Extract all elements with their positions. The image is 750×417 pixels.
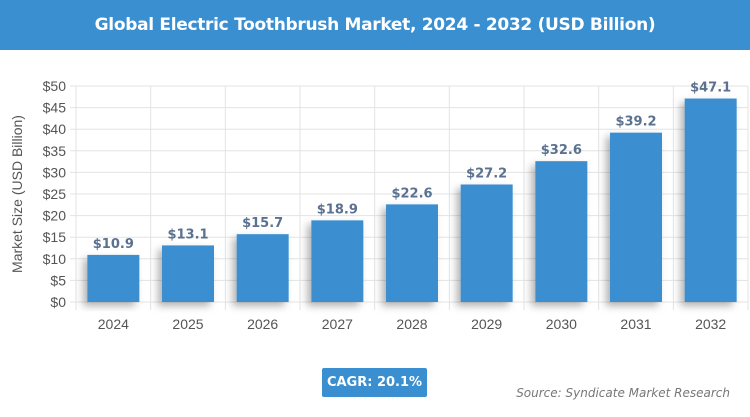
y-tick-label: $5 (50, 272, 66, 288)
bar (610, 132, 662, 302)
y-tick-label: $0 (50, 294, 66, 310)
data-label: $27.2 (466, 166, 507, 181)
bar (460, 184, 513, 302)
chart-title: Global Electric Toothbrush Market, 2024 … (0, 0, 750, 50)
data-label: $39.2 (615, 115, 656, 130)
data-label: $18.9 (317, 202, 358, 217)
bar (535, 161, 588, 302)
y-tick-label: $15 (43, 229, 67, 245)
cagr-badge: CAGR: 20.1% (322, 368, 427, 397)
x-tick-label: 2025 (172, 316, 203, 332)
x-tick-label: 2030 (546, 316, 577, 332)
y-tick-label: $45 (43, 100, 67, 116)
y-tick-label: $20 (43, 208, 67, 224)
x-tick-label: 2029 (471, 316, 502, 332)
x-tick-label: 2028 (396, 316, 427, 332)
bar-chart: $0 $5 $10 $15 $20 $25 $30 $35 $40 $45 $50 $10.9 2024… (9, 78, 749, 332)
data-label: $32.6 (541, 143, 582, 158)
y-tick-label: $10 (43, 251, 67, 267)
data-label: $13.1 (167, 227, 208, 242)
y-axis-label: Market Size (USD Billion) (9, 115, 25, 273)
x-tick-label: 2031 (620, 316, 651, 332)
y-tick-label: $40 (43, 121, 67, 137)
bar (87, 254, 140, 302)
x-tick-label: 2027 (322, 316, 353, 332)
y-tick-label: $35 (43, 143, 67, 159)
x-tick-label: 2032 (695, 316, 726, 332)
y-tick-label: $50 (43, 78, 67, 94)
y-tick-label: $30 (43, 164, 67, 180)
y-tick-label: $25 (43, 186, 67, 202)
bar (162, 245, 214, 302)
bar (386, 204, 438, 302)
x-tick-label: 2026 (247, 316, 278, 332)
x-tick-label: 2024 (98, 316, 129, 332)
source-note: Source: Syndicate Market Research (516, 386, 730, 400)
bar (311, 220, 364, 302)
bar (236, 234, 289, 302)
data-label: $22.6 (391, 186, 432, 201)
data-label: $15.7 (242, 216, 283, 231)
data-label: $10.9 (93, 237, 134, 252)
data-label: $47.1 (690, 81, 731, 96)
bar (684, 98, 737, 302)
